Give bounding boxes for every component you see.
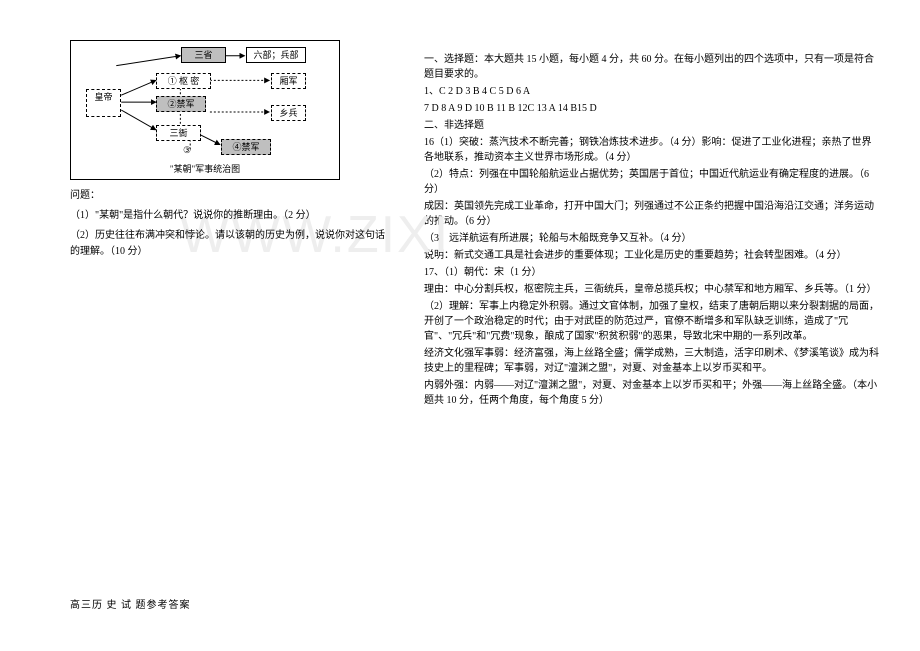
q17-1b: 理由：中心分割兵权，枢密院主兵，三衙统兵，皇帝总揽兵权；中心禁军和地方厢军、乡兵… (424, 282, 880, 297)
answers-line1: 1、C 2 D 3 B 4 C 5 D 6 A (424, 84, 880, 99)
node-liubu: 六部；兵部 (246, 47, 306, 63)
section2-head: 二、非选择题 (424, 118, 880, 133)
node-shumi: ① 枢 密 (156, 73, 211, 89)
q17-2b: 经济文化强军事弱：经济富强，海上丝路全盛；儒学成熟，三大制造，活字印刷术、《梦溪… (424, 346, 880, 376)
q16-3b: 说明：新式交通工具是社会进步的重要体现；工业化是历史的重要趋势；社会转型困难。（… (424, 248, 880, 263)
node-sanya: 三衙 (156, 125, 201, 141)
right-column: 一、选择题：本大题共 15 小题，每小题 4 分，共 60 分。在每小题列出的四… (414, 0, 920, 651)
answers-line2: 7 D 8 A 9 D 10 B 11 B 12C 13 A 14 B15 D (424, 101, 880, 116)
q16-2b: 成因：英国领先完成工业革命，打开中国大门；列强通过不公正条约把握中国沿海沿江交通… (424, 199, 880, 229)
q17-2: （2）理解：军事上内稳定外积弱。通过文官体制，加强了皇权，结束了唐朝后期以来分裂… (424, 299, 880, 344)
q17-1: 17、（1）朝代：宋（1 分） (424, 265, 880, 280)
q17-2c: 内弱外强：内弱——对辽"澶渊之盟"，对夏、对金基本上以岁币买和平；外强——海上丝… (424, 378, 880, 408)
node-xiangbing: 乡兵 (271, 105, 306, 121)
q16-1: 16（1）突破：蒸汽技术不断完善；钢铁冶炼技术进步。（4 分）影响：促进了工业化… (424, 135, 880, 165)
node-xiangjun: 厢军 (271, 73, 306, 89)
left-column: 皇帝 三省 六部；兵部 ① 枢 密 ②禁军 三衙 ④禁军 厢军 乡兵 ③ "某朝… (0, 0, 414, 651)
label-3: ③ (183, 145, 191, 156)
question-label: 问题： (70, 188, 394, 204)
node-huangdi: 皇帝 (86, 89, 121, 117)
military-diagram: 皇帝 三省 六部；兵部 ① 枢 密 ②禁军 三衙 ④禁军 厢军 乡兵 ③ "某朝… (70, 40, 340, 180)
node-jinjun4: ④禁军 (221, 139, 271, 155)
page: 皇帝 三省 六部；兵部 ① 枢 密 ②禁军 三衙 ④禁军 厢军 乡兵 ③ "某朝… (0, 0, 920, 651)
node-jinjun2: ②禁军 (156, 96, 206, 112)
diagram-caption: "某朝"军事统治图 (170, 162, 240, 175)
footer-text: 高三历 史 试 题参考答案 (70, 596, 191, 611)
node-sansheng: 三省 (181, 47, 226, 63)
question-1: （1）"某朝"是指什么朝代？说说你的推断理由。（2 分） (70, 208, 394, 224)
section1-head: 一、选择题：本大题共 15 小题，每小题 4 分，共 60 分。在每小题列出的四… (424, 52, 880, 82)
q16-3: （3）远洋航运有所进展；轮船与木船既竞争又互补。（4 分） (424, 231, 880, 246)
q16-2: （2）特点：列强在中国轮船航运业占据优势；英国居于首位；中国近代航运业有确定程度… (424, 167, 880, 197)
question-2: （2）历史往往布满冲突和悖论。请以该朝的历史为例，说说你对这句话的理解。（10 … (70, 228, 394, 260)
